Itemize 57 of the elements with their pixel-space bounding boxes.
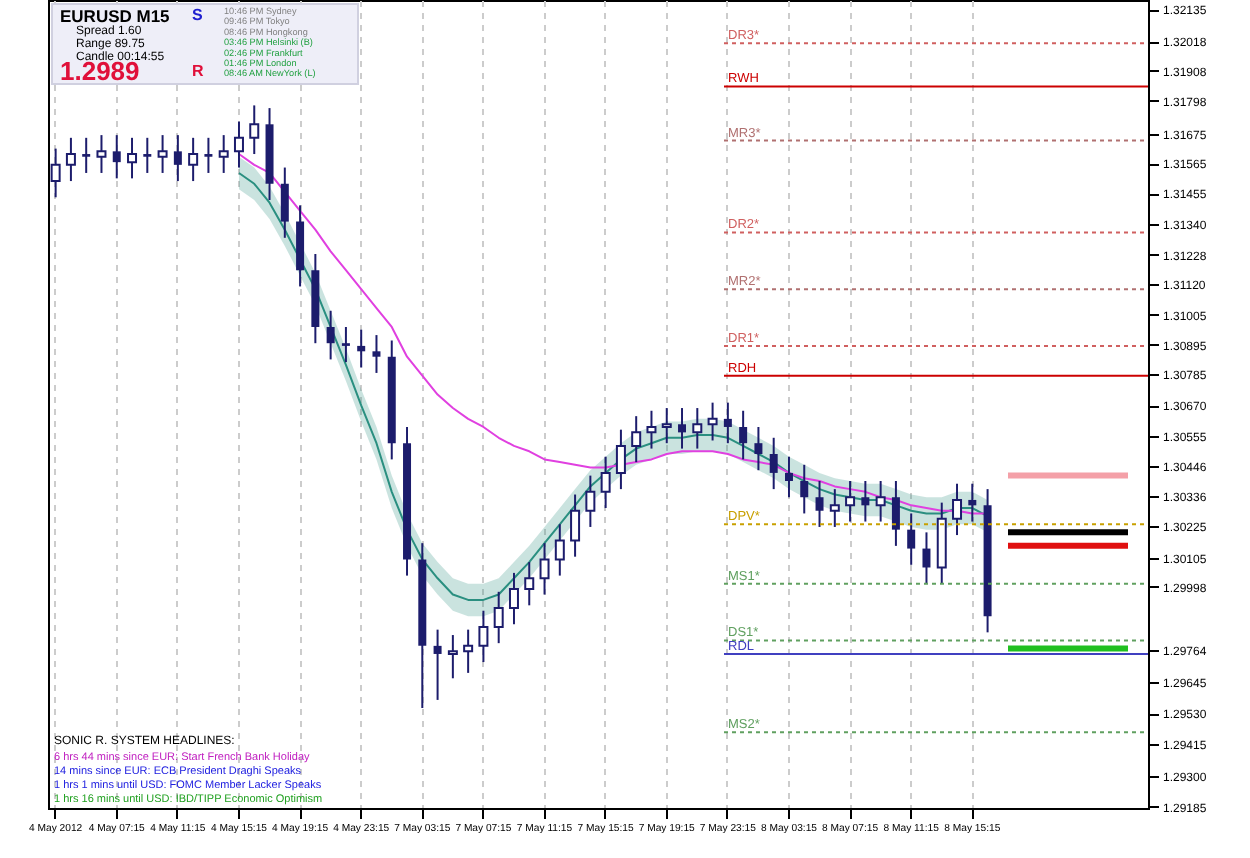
candlestick xyxy=(585,474,596,528)
candlestick xyxy=(280,166,289,239)
candlestick xyxy=(157,134,168,174)
candlestick xyxy=(326,309,335,361)
candlestick xyxy=(433,628,442,701)
candlestick xyxy=(249,104,260,156)
annotation: EURUSD M15 xyxy=(60,6,171,26)
candlestick xyxy=(600,455,611,510)
candlestick xyxy=(968,482,977,523)
candlestick xyxy=(723,401,732,445)
candlestick xyxy=(646,409,657,450)
candlestick xyxy=(922,531,931,585)
candlestick xyxy=(447,634,458,680)
candlestick xyxy=(524,561,535,607)
candlestick xyxy=(784,455,793,499)
candlestick xyxy=(678,407,687,450)
candlestick xyxy=(754,425,763,472)
candlestick xyxy=(861,480,870,523)
candlestick xyxy=(65,136,76,183)
candlestick xyxy=(463,628,474,674)
candlestick xyxy=(845,480,856,523)
candlestick xyxy=(769,436,778,491)
candlestick xyxy=(800,463,809,515)
candlestick xyxy=(82,136,91,174)
candlestick xyxy=(508,571,519,626)
candlestick xyxy=(907,512,916,566)
candlestick xyxy=(218,134,229,174)
candlestick xyxy=(233,120,244,169)
candlestick xyxy=(96,134,107,174)
candlestick xyxy=(875,480,886,523)
candlestick xyxy=(661,407,672,445)
candlestick xyxy=(815,480,824,528)
candlestick xyxy=(112,134,121,180)
candlestick xyxy=(692,407,703,450)
candlestick xyxy=(173,134,182,183)
candlestick xyxy=(127,136,138,180)
candlestick xyxy=(891,480,900,547)
candlestick xyxy=(372,334,381,374)
candlestick xyxy=(357,328,366,369)
candlestick xyxy=(493,590,504,645)
annotation: S xyxy=(192,6,204,24)
candlestick xyxy=(478,609,489,664)
candlestick xyxy=(50,147,61,199)
candlestick xyxy=(707,401,718,442)
candlestick xyxy=(554,523,565,577)
candlestick xyxy=(739,409,748,461)
candlestick xyxy=(188,136,199,183)
candlestick xyxy=(204,136,213,174)
candlestick xyxy=(539,542,550,596)
candlestick xyxy=(341,325,350,364)
candlestick xyxy=(829,488,840,528)
candlestick xyxy=(570,493,581,558)
candlestick xyxy=(143,136,152,174)
candlestick xyxy=(631,415,642,464)
candlestick xyxy=(952,482,963,537)
annotation: R xyxy=(192,62,204,80)
candlestick xyxy=(615,428,626,491)
